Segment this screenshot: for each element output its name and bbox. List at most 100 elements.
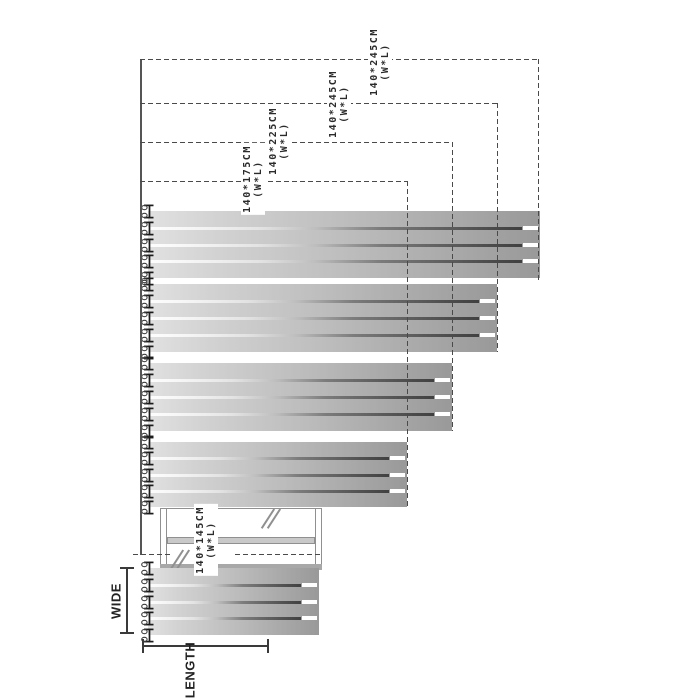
size-label-dims: 140*245CM xyxy=(328,70,339,138)
fold-highlight-tip xyxy=(523,259,538,263)
curtain-hook-icon xyxy=(141,294,154,309)
curtain-panel-145 xyxy=(148,568,319,635)
curtain-hook-icon xyxy=(141,435,154,450)
wide-dimension-line xyxy=(126,568,128,634)
fold-highlight-tip xyxy=(390,489,405,493)
size-label-suffix: (W*L) xyxy=(253,160,264,198)
curtain-hook-icon xyxy=(141,254,154,269)
window-sill xyxy=(160,564,322,570)
fold-highlight-tip xyxy=(302,600,317,604)
fold-line xyxy=(148,457,389,460)
fold-highlight-tip xyxy=(480,299,495,303)
fold-line xyxy=(148,474,389,477)
curtain-hook-icon xyxy=(141,500,154,515)
wide-dimension-cap-bottom xyxy=(120,632,134,634)
curtain-hook-icon xyxy=(141,373,154,388)
curtain-hook-icon xyxy=(141,277,154,292)
size-guide-v-2 xyxy=(452,142,454,431)
size-label-245-second: 140*245CM (W*L) xyxy=(327,68,351,140)
fold-line xyxy=(148,490,389,493)
curtain-panel-175 xyxy=(148,442,407,507)
fold-highlight-tip xyxy=(390,456,405,460)
size-guide-h-145-a xyxy=(133,554,172,556)
curtain-hook-icon xyxy=(141,611,154,626)
size-label-dims: 140*225CM xyxy=(268,107,279,175)
fold-highlight-tip xyxy=(523,243,538,247)
fold-line xyxy=(148,379,434,382)
window-frame-right-outer xyxy=(321,508,322,570)
fold-highlight-tip xyxy=(435,395,450,399)
window-frame-right-inner xyxy=(315,508,316,570)
size-guide-h-3 xyxy=(140,181,408,183)
curtain-panel-245-second xyxy=(148,284,497,352)
size-label-suffix: (W*L) xyxy=(206,521,217,559)
size-label-dims: 140*145CM xyxy=(195,506,206,574)
window-frame-left-inner xyxy=(166,508,167,570)
fold-highlight-tip xyxy=(435,378,450,382)
curtain-hook-icon xyxy=(141,595,154,610)
glass-reflection-icon xyxy=(266,508,281,529)
curtain-panel-225 xyxy=(148,363,452,431)
window-frame-top xyxy=(160,508,322,509)
fold-highlight-tip xyxy=(480,333,495,337)
curtain-hook-icon xyxy=(141,468,154,483)
size-label-suffix: (W*L) xyxy=(279,122,290,160)
length-label: LENGTH xyxy=(182,641,198,699)
size-label-dims: 140*175CM xyxy=(242,145,253,213)
fold-line xyxy=(148,317,479,320)
size-label-245-top: 140*245CM (W*L) xyxy=(368,26,392,98)
curtain-hook-icon xyxy=(141,484,154,499)
wide-label: WIDE xyxy=(108,583,124,619)
fold-line xyxy=(148,617,301,620)
size-label-dims: 140*245CM xyxy=(369,28,380,96)
fold-highlight-tip xyxy=(480,316,495,320)
size-guide-v-1 xyxy=(497,103,499,352)
fold-line xyxy=(148,300,479,303)
fold-highlight-tip xyxy=(435,412,450,416)
fold-highlight-tip xyxy=(302,616,317,620)
curtain-hook-icon xyxy=(141,356,154,371)
window-crossbar xyxy=(167,537,315,544)
fold-line xyxy=(148,334,479,337)
size-guide-v-0 xyxy=(538,59,540,281)
fold-highlight-tip xyxy=(302,583,317,587)
length-dimension-line xyxy=(143,645,268,647)
curtain-hook-icon xyxy=(141,238,154,253)
window-frame-left-outer xyxy=(160,508,161,570)
fold-line xyxy=(148,396,434,399)
size-label-suffix: (W*L) xyxy=(339,85,350,123)
size-label-145-window: 140*145CM (W*L) xyxy=(194,504,218,576)
curtain-hook-icon xyxy=(141,578,154,593)
rod-baseline xyxy=(140,59,142,555)
curtain-hook-icon xyxy=(141,311,154,326)
curtain-panel-245-top xyxy=(148,211,540,278)
curtain-hook-icon xyxy=(141,390,154,405)
curtain-hook-icon xyxy=(141,561,154,576)
curtain-hook-icon xyxy=(141,204,154,219)
size-guide-h-145-b xyxy=(235,554,322,556)
size-label-175: 140*175CM (W*L) xyxy=(241,143,265,215)
size-label-225: 140*225CM (W*L) xyxy=(267,105,291,177)
fold-line xyxy=(148,227,522,230)
size-guide-h-1 xyxy=(140,103,498,105)
fold-line xyxy=(148,413,434,416)
size-label-suffix: (W*L) xyxy=(380,43,391,81)
curtain-hook-icon xyxy=(141,451,154,466)
size-guide-h-0 xyxy=(140,59,539,61)
fold-line xyxy=(148,260,522,263)
curtain-hook-icon xyxy=(141,221,154,236)
curtain-hook-icon xyxy=(141,628,154,643)
fold-line xyxy=(148,601,301,604)
wide-dimension-cap-top xyxy=(120,567,134,569)
size-guide-v-3 xyxy=(407,181,409,507)
length-dimension-cap-right xyxy=(267,639,269,653)
fold-highlight-tip xyxy=(390,473,405,477)
fold-line xyxy=(148,244,522,247)
length-dimension-cap-left xyxy=(142,639,144,653)
fold-line xyxy=(148,584,301,587)
curtain-hook-icon xyxy=(141,407,154,422)
curtain-hook-icon xyxy=(141,328,154,343)
fold-highlight-tip xyxy=(523,226,538,230)
size-guide-h-2 xyxy=(140,142,453,144)
